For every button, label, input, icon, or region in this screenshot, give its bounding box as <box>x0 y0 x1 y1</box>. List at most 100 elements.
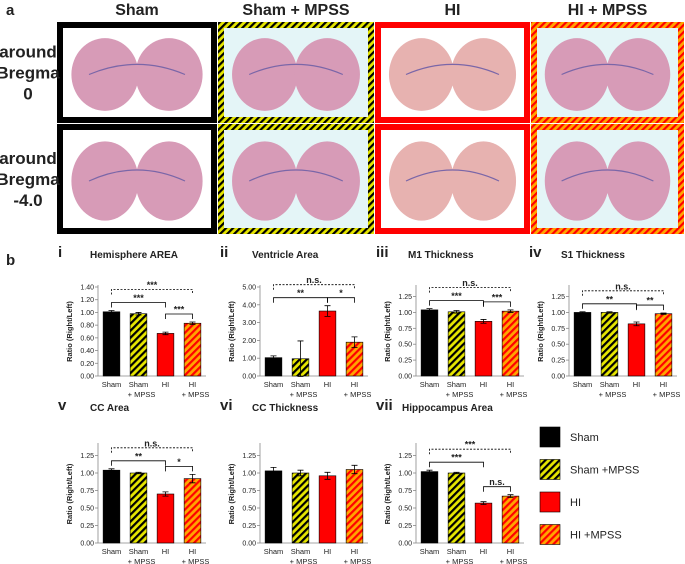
x-tick-label: Sham + MPSS <box>290 547 318 564</box>
x-tick-label: HI <box>324 380 332 389</box>
x-tick-label: HI + MPSS <box>653 380 681 399</box>
x-tick-label: Sham <box>573 380 593 389</box>
y-tick-label: 1.40 <box>80 285 94 292</box>
brain-detail <box>88 169 186 182</box>
bar <box>183 322 202 377</box>
chart-title: Hemisphere AREA <box>90 250 178 261</box>
y-tick-label: 0.80 <box>80 323 94 330</box>
y-tick-label: 1.00 <box>242 471 256 478</box>
x-tick-label: HI <box>480 547 488 556</box>
error-bar <box>453 471 460 475</box>
x-tick-label: HI + MPSS <box>500 380 528 399</box>
significance-bracket <box>111 289 193 295</box>
x-tick-label: Sham + MPSS <box>128 547 156 564</box>
bar <box>102 469 121 544</box>
y-tick-label: 1.00 <box>242 356 256 363</box>
x-tick-label: Sham <box>102 547 122 556</box>
legend-label: Sham <box>570 432 599 444</box>
significance-bracket <box>327 297 355 303</box>
bar <box>129 313 148 377</box>
y-tick-label: 1.25 <box>398 294 412 301</box>
bar <box>183 478 202 544</box>
brain-detail <box>561 169 654 182</box>
y-tick-label: 0.00 <box>398 374 412 381</box>
legend-label: HI +MPSS <box>570 530 622 542</box>
y-tick-label: 0.75 <box>551 326 565 333</box>
brain-right <box>294 141 360 221</box>
image-frame <box>57 22 217 123</box>
significance-bracket <box>111 460 166 466</box>
error-bar <box>297 340 304 377</box>
bar <box>129 472 148 544</box>
y-tick-label: 1.00 <box>80 471 94 478</box>
brain-left <box>71 141 139 221</box>
x-tick-label: HI <box>480 380 488 389</box>
significance-label: *** <box>492 292 503 302</box>
error-bar <box>135 312 142 316</box>
x-tick-label: Sham + MPSS <box>599 380 627 399</box>
y-tick-label: 0.00 <box>242 374 256 381</box>
x-tick-label: HI + MPSS <box>344 547 372 564</box>
y-axis-label: Ratio (Right/Left) <box>383 301 392 362</box>
chart-title: M1 Thickness <box>408 250 474 261</box>
y-tick-label: 1.00 <box>551 310 565 317</box>
chart-title: S1 Thickness <box>561 250 625 261</box>
error-bar <box>162 331 169 336</box>
significance-bracket <box>582 303 637 309</box>
y-axis-label: Ratio (Right/Left) <box>227 301 236 362</box>
significance-label: * <box>339 288 343 298</box>
significance-bracket <box>273 297 328 303</box>
error-bar <box>579 311 586 314</box>
y-tick-label: 1.25 <box>551 294 565 301</box>
y-axis-label: Ratio (Right/Left) <box>227 463 236 524</box>
brain-left <box>71 38 139 111</box>
significance-label: ** <box>297 288 305 298</box>
significance-label: *** <box>465 440 476 450</box>
legend-swatch <box>539 459 561 480</box>
significance-label: ** <box>646 296 654 306</box>
error-bar <box>270 467 277 475</box>
bar <box>420 471 439 544</box>
y-tick-label: 0.75 <box>80 488 94 495</box>
x-tick-label: Sham <box>264 380 284 389</box>
significance-label: ** <box>135 451 143 461</box>
significance-bracket <box>582 290 664 296</box>
error-bar <box>660 312 667 315</box>
bar <box>627 323 646 377</box>
chart-title: Ventricle Area <box>252 250 319 261</box>
x-tick-label: HI <box>162 380 170 389</box>
image-frame <box>57 124 217 234</box>
panel-label: b <box>6 252 15 269</box>
error-bar <box>135 471 142 475</box>
image-frame <box>531 22 684 123</box>
brain-right <box>294 38 360 111</box>
bar <box>156 493 175 544</box>
bar <box>447 472 466 544</box>
brain-right <box>605 38 671 111</box>
bar <box>264 357 283 377</box>
bar <box>318 475 337 544</box>
y-tick-label: 0.50 <box>551 342 565 349</box>
bar <box>264 470 283 544</box>
y-tick-label: 0.25 <box>80 523 94 530</box>
error-bar <box>606 311 613 314</box>
y-tick-label: 1.20 <box>80 297 94 304</box>
significance-label: n.s. <box>615 281 631 291</box>
significance-label: ** <box>606 294 614 304</box>
y-tick-label: 0.50 <box>398 342 412 349</box>
brain-detail <box>248 63 344 76</box>
y-tick-label: 0.75 <box>242 488 256 495</box>
brain-right <box>135 38 203 111</box>
error-bar <box>426 308 433 312</box>
significance-label: *** <box>147 280 158 290</box>
x-tick-label: HI + MPSS <box>344 380 372 399</box>
x-tick-label: Sham + MPSS <box>128 380 156 399</box>
y-tick-label: 0.75 <box>398 488 412 495</box>
y-tick-label: 0.00 <box>80 374 94 381</box>
panel-label: a <box>6 2 15 19</box>
brain-detail <box>561 63 654 76</box>
y-tick-label: 1.00 <box>80 310 94 317</box>
significance-label: n.s. <box>462 278 478 288</box>
x-tick-label: Sham <box>102 380 122 389</box>
y-tick-label: 0.60 <box>80 335 94 342</box>
